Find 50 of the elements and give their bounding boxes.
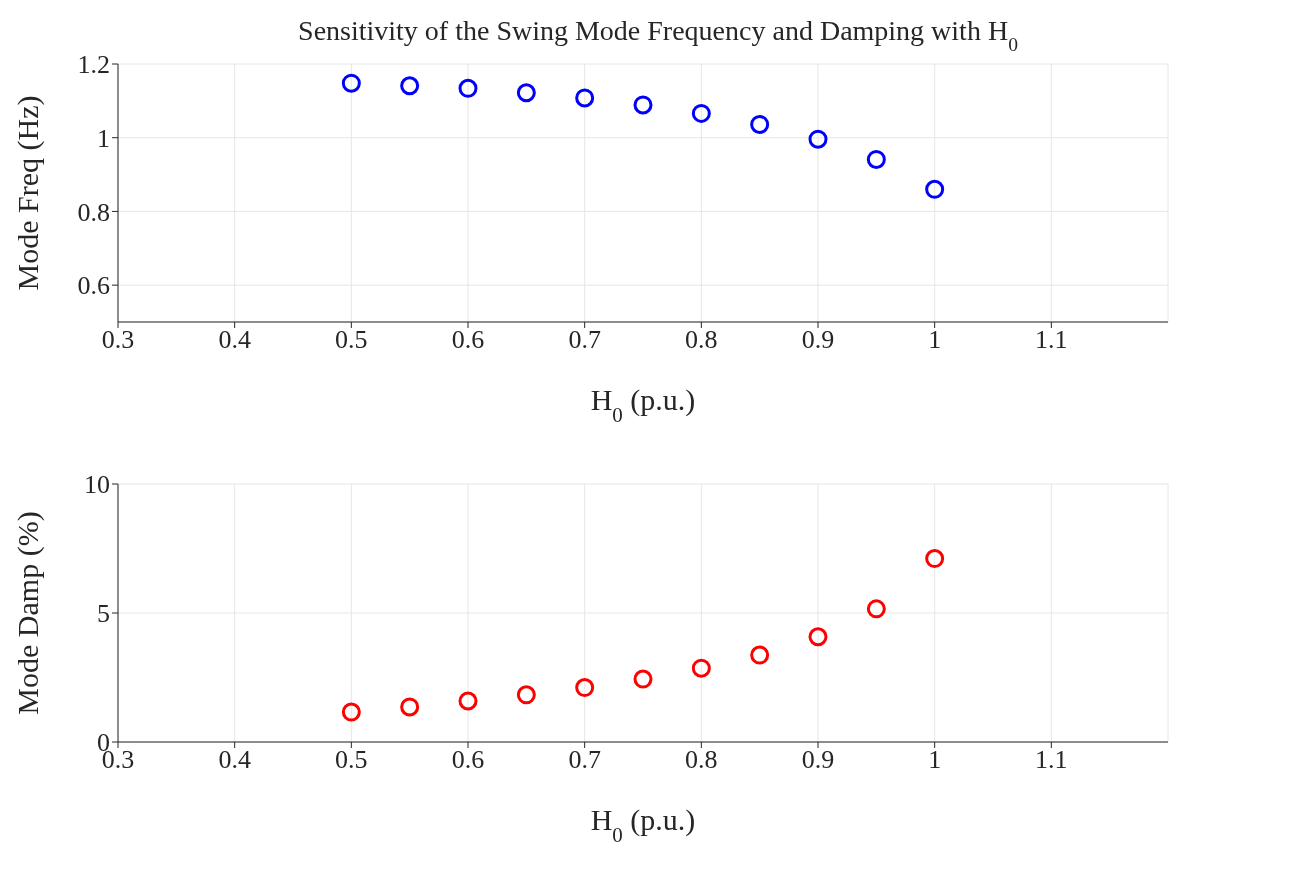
y-axis-title: Mode Damp (%) [11, 511, 45, 715]
point [400, 76, 420, 96]
x-axis-title: H$_{0}$ (p.u.) [590, 383, 696, 427]
x-tick-label: 0.6 [451, 325, 485, 355]
point [808, 627, 828, 647]
point [925, 179, 945, 199]
point [516, 83, 536, 103]
point [516, 685, 536, 705]
x-tick-label: 0.3 [101, 325, 135, 355]
x-tick-label: 0.8 [685, 325, 718, 355]
point [866, 149, 886, 169]
y-tick-label: 1 [97, 123, 110, 153]
point [750, 114, 770, 134]
point [400, 697, 420, 717]
x-tick-label: 0.7 [568, 745, 601, 775]
x-tick-label: 0.8 [685, 745, 718, 775]
point [633, 95, 653, 115]
y-tick-label: 0.8 [77, 197, 110, 227]
point [575, 88, 595, 108]
point [458, 691, 478, 711]
x-tick-label: 1 [928, 325, 942, 355]
point [866, 599, 886, 619]
x-tick-label: 0.4 [218, 325, 251, 355]
x-tick-label: 0.4 [218, 745, 251, 775]
point [691, 658, 711, 678]
x-tick-label: 1.1 [1035, 745, 1068, 775]
point [341, 702, 361, 722]
point [808, 129, 828, 149]
y-tick-label: 10 [84, 470, 110, 500]
x-tick-label: 0.7 [568, 325, 601, 355]
chart-title: Sensitivity of the Swing Mode Frequency and Damping with H$_{0}$ [298, 15, 1019, 55]
x-tick-label: 1 [928, 745, 942, 775]
x-tick-label: 0.5 [335, 325, 368, 355]
x-tick-label: 0.9 [801, 745, 835, 775]
x-tick-label: 0.9 [801, 325, 835, 355]
point [458, 78, 478, 98]
x-tick-label: 1.1 [1035, 325, 1068, 355]
x-tick-label: 0.5 [335, 745, 368, 775]
point [341, 73, 361, 93]
y-tick-label: 0.6 [77, 271, 110, 301]
point [691, 103, 711, 123]
point [925, 549, 945, 569]
point [575, 678, 595, 698]
y-tick-label: 1.2 [77, 50, 110, 80]
y-tick-label: 5 [97, 599, 110, 629]
point [633, 669, 653, 689]
point [750, 645, 770, 665]
x-axis-title: H$_{0}$ (p.u.) [590, 803, 696, 847]
y-axis-title: Mode Freq (Hz) [11, 95, 45, 291]
x-tick-label: 0.6 [451, 745, 485, 775]
